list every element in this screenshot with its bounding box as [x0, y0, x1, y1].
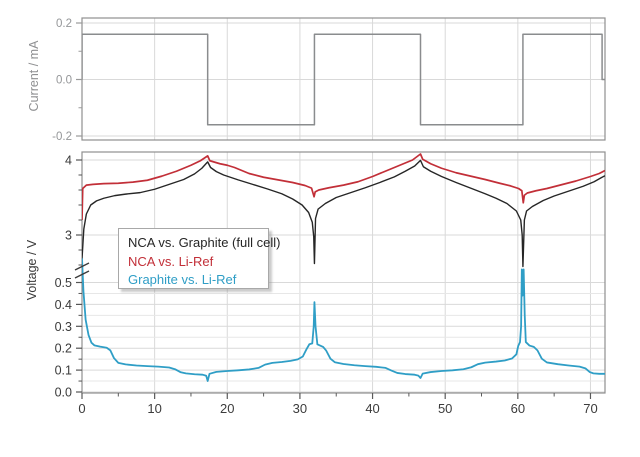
series-nca-vs-li-ref	[82, 153, 605, 221]
voltage-ytick-label: 0.4	[55, 298, 72, 312]
x-tick-label: 0	[78, 401, 85, 416]
legend-item-full-cell: NCA vs. Graphite (full cell)	[128, 235, 281, 250]
x-tick-label: 30	[293, 401, 307, 416]
voltage-ytick-label: 0.2	[55, 342, 72, 356]
series-current-square-wave	[82, 33, 605, 126]
voltage-ytick-label: 0.0	[55, 386, 72, 400]
voltage-ytick-label: 0.5	[55, 276, 72, 290]
series-graphite-vs-li-ref	[82, 258, 605, 382]
voltage-ytick-label: 4	[65, 154, 72, 168]
current-panel: 0.2 0.0 -0.2	[52, 17, 606, 143]
voltage-ytick-label: 0.3	[55, 320, 72, 334]
current-axis-title: Current / mA	[27, 40, 41, 112]
series-nca-vs-graphite-full-cell	[82, 159, 605, 268]
legend-item-nca-liref: NCA vs. Li-Ref	[128, 253, 214, 269]
voltage-ytick-label: 0.1	[55, 364, 72, 378]
current-ytick-label: 0.0	[56, 75, 72, 87]
current-ytick-label: -0.2	[52, 131, 72, 143]
x-axis: 0 10 20 30 40 50 60 70	[78, 393, 598, 416]
x-tick-label: 70	[583, 401, 597, 416]
x-tick-label: 60	[511, 401, 525, 416]
legend-item-graphite-liref: Graphite vs. Li-Ref	[128, 272, 237, 287]
x-tick-label: 10	[147, 401, 161, 416]
x-tick-label: 50	[438, 401, 452, 416]
voltage-axis-title: Voltage / V	[25, 239, 39, 301]
legend: NCA vs. Graphite (full cell) NCA vs. Li-…	[118, 228, 281, 289]
current-ytick-label: 0.2	[56, 18, 72, 30]
voltage-ytick-label: 3	[65, 229, 72, 243]
x-tick-label: 20	[220, 401, 234, 416]
x-tick-label: 40	[365, 401, 379, 416]
axis-break-marks	[74, 262, 90, 279]
voltage-panel: 4 3 0.5 0.4 0.3 0.2 0.1 0.0	[55, 151, 606, 400]
